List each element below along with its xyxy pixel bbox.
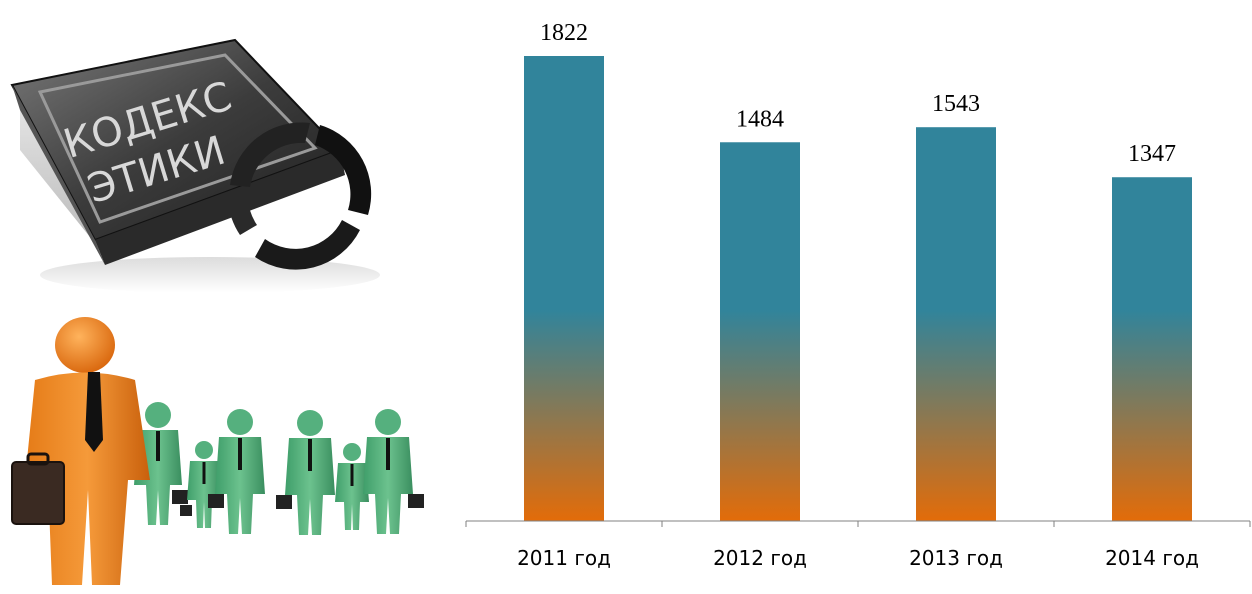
category-label: 2013 год: [909, 546, 1003, 570]
x-axis: [465, 520, 1251, 527]
bar-2012-год: [720, 142, 800, 522]
green-crowd: [134, 402, 424, 535]
business-people-image: [11, 317, 424, 585]
orange-businessman: [11, 317, 150, 585]
bars-layer: [524, 56, 1192, 522]
illustrations-panel: КОДЕКС ЭТИКИ: [0, 0, 440, 589]
recycle-arrows-icon: [228, 122, 372, 270]
category-label: 2014 год: [1105, 546, 1199, 570]
value-label: 1543: [932, 91, 980, 117]
bar-2013-год: [916, 127, 996, 522]
bar-chart: 1822 1484 1543 1347 2011 год 2012 год 2013 го…: [440, 0, 1252, 589]
illustrations-svg: КОДЕКС ЭТИКИ: [10, 38, 424, 585]
category-label: 2012 год: [713, 546, 807, 570]
value-labels-layer: 1822 1484 1543 1347: [540, 20, 1176, 167]
bar-chart-svg: 1822 1484 1543 1347 2011 год 2012 год 2013 го…: [465, 20, 1251, 570]
value-label: 1822: [540, 20, 588, 46]
ethics-code-book-image: КОДЕКС ЭТИКИ: [10, 38, 380, 293]
category-label: 2011 год: [517, 546, 611, 570]
bar-2014-год: [1112, 177, 1192, 521]
category-labels-layer: 2011 год 2012 год 2013 год 2014 год: [517, 546, 1199, 570]
value-label: 1347: [1128, 141, 1176, 167]
value-label: 1484: [736, 106, 784, 132]
bar-2011-год: [524, 56, 604, 521]
